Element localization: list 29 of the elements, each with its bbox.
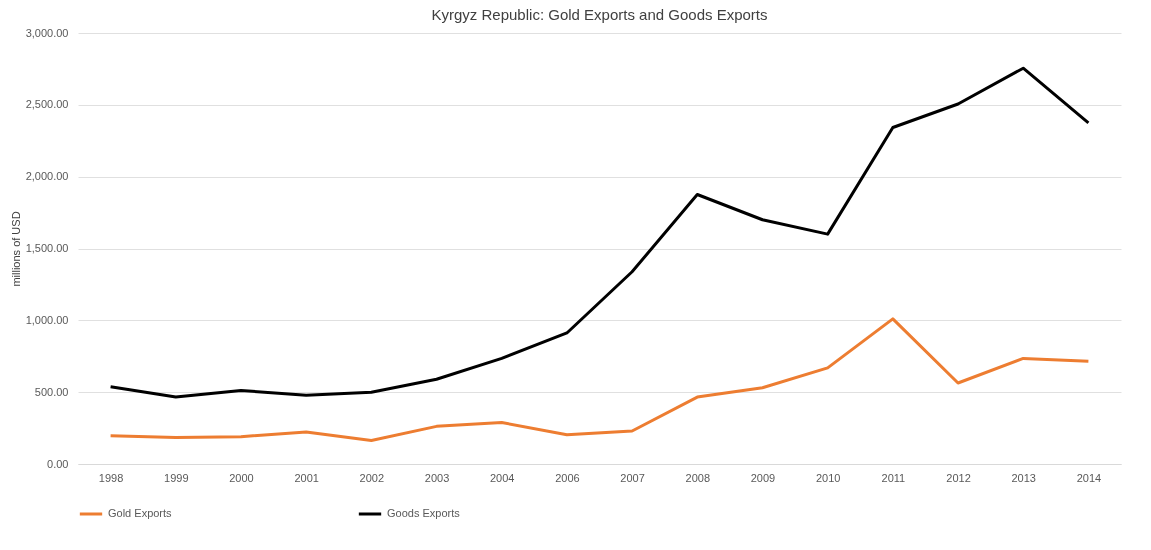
- x-tick-label: 2008: [685, 471, 711, 484]
- y-tick-label: 1,000.00: [25, 313, 69, 326]
- x-tick-label: 2007: [620, 471, 645, 484]
- line-series: [109, 66, 1090, 399]
- y-axis-title: millions of USD: [9, 211, 22, 287]
- chart-title: Kyrgyz Republic: Gold Exports and Goods Exports: [431, 6, 768, 23]
- x-tick-label: 1998: [98, 471, 124, 484]
- y-tick-label: 3,000.00: [25, 26, 69, 39]
- x-tick-label: 2012: [946, 471, 971, 484]
- x-tick-label: 2009: [750, 471, 776, 484]
- legend-label: Goods Exports: [387, 507, 461, 519]
- x-tick-label: 2003: [424, 471, 450, 484]
- y-tick-label: 2,000.00: [25, 170, 69, 183]
- x-tick-label: 2006: [555, 471, 580, 484]
- x-tick-label: 2010: [815, 471, 841, 484]
- legend-label: Gold Exports: [108, 507, 173, 519]
- x-tick-label: 1999: [164, 471, 189, 484]
- line-series: [109, 317, 1090, 442]
- x-tick-label: 2004: [489, 471, 515, 484]
- y-tick-label: 0.00: [47, 457, 69, 470]
- y-tick-label: 2,500.00: [25, 98, 69, 111]
- x-tick-label: 2013: [1011, 471, 1036, 484]
- y-tick-label: 1,500.00: [25, 242, 69, 254]
- y-tick-label: 500.00: [34, 385, 69, 398]
- x-tick-label: 2002: [359, 471, 385, 484]
- x-tick-label: 2000: [229, 471, 254, 484]
- x-tick-label: 2014: [1076, 471, 1102, 484]
- x-tick-label: 2011: [881, 471, 906, 484]
- x-tick-label: 2001: [294, 471, 319, 484]
